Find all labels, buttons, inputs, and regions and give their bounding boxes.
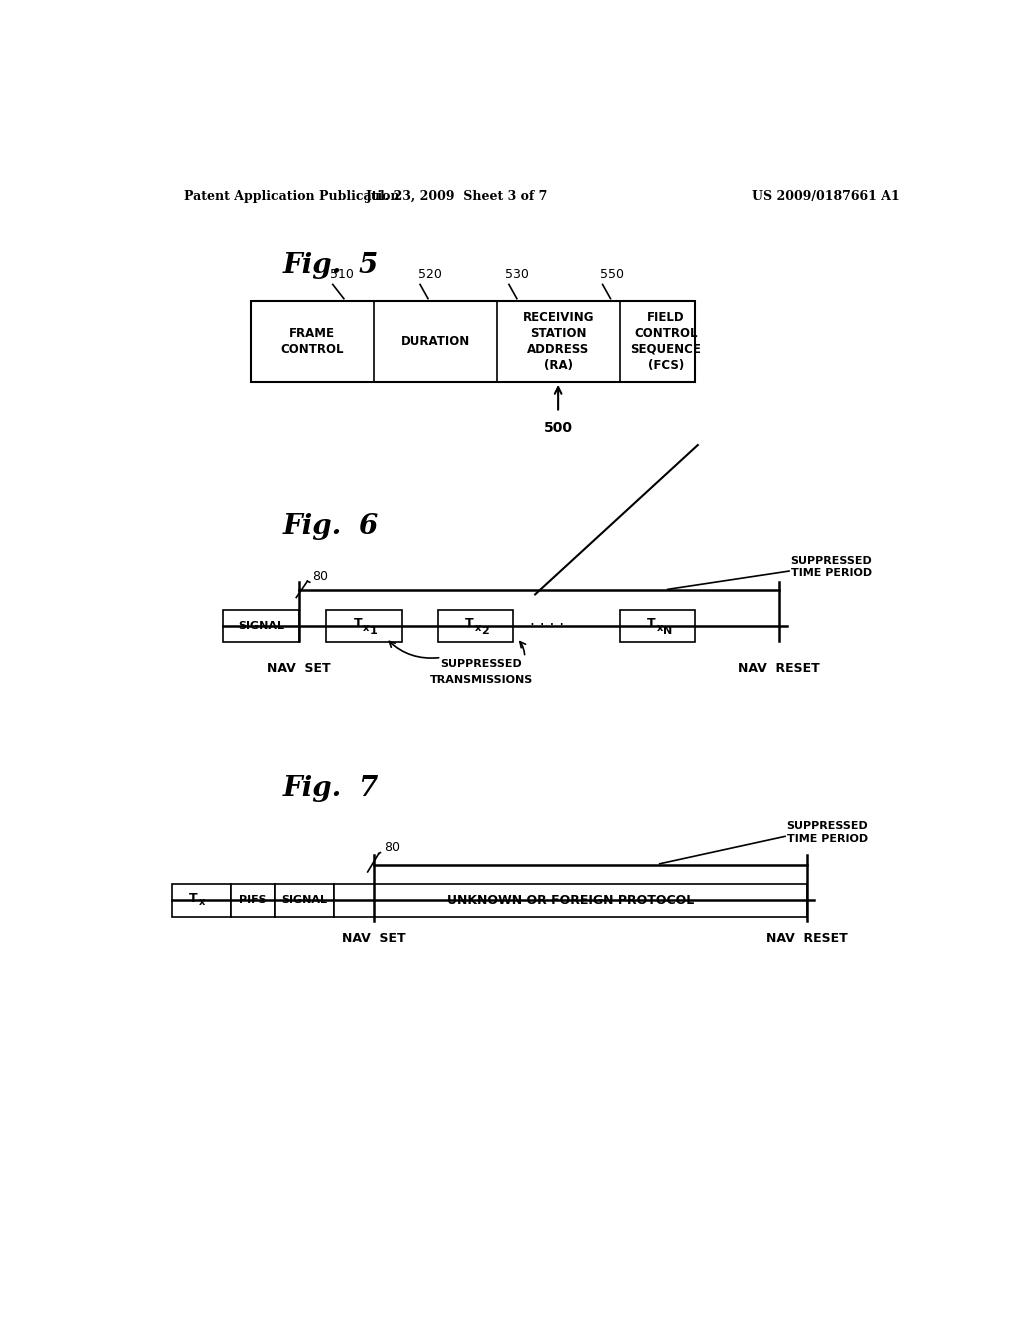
Text: 2: 2: [481, 626, 488, 636]
Text: DURATION: DURATION: [400, 335, 470, 348]
Text: SUPPRESSED: SUPPRESSED: [440, 659, 522, 668]
Text: 530: 530: [505, 268, 528, 281]
Bar: [251, 301, 695, 381]
Text: Jul. 23, 2009  Sheet 3 of 7: Jul. 23, 2009 Sheet 3 of 7: [367, 190, 549, 202]
Bar: [437, 610, 513, 643]
Text: 7: 7: [358, 775, 378, 803]
Text: T: T: [189, 892, 198, 904]
Text: SUPPRESSED: SUPPRESSED: [786, 821, 868, 832]
Text: Fig.: Fig.: [283, 775, 342, 803]
Text: x: x: [199, 898, 205, 907]
Text: T: T: [647, 618, 655, 631]
Text: SIGNAL: SIGNAL: [282, 895, 328, 906]
Text: TIME PERIOD: TIME PERIOD: [791, 568, 871, 578]
Text: RECEIVING
STATION
ADDRESS
(RA): RECEIVING STATION ADDRESS (RA): [522, 310, 594, 372]
Text: PIFS: PIFS: [240, 895, 267, 906]
Text: 500: 500: [544, 421, 572, 434]
Text: T: T: [465, 618, 473, 631]
Text: 1: 1: [370, 626, 378, 636]
Bar: [327, 610, 401, 643]
Text: SUPPRESSED: SUPPRESSED: [791, 556, 872, 566]
Bar: [172, 884, 231, 916]
Text: NAV  SET: NAV SET: [267, 663, 331, 675]
Bar: [274, 884, 334, 916]
Text: NAV  RESET: NAV RESET: [766, 932, 848, 945]
Text: Fig.: Fig.: [283, 252, 342, 279]
Text: Fig.: Fig.: [283, 513, 342, 540]
Text: NAV  RESET: NAV RESET: [738, 663, 819, 675]
Text: TIME PERIOD: TIME PERIOD: [786, 834, 867, 845]
Text: 5: 5: [358, 252, 378, 279]
Text: N: N: [663, 626, 672, 636]
Text: x: x: [364, 623, 370, 634]
Text: x: x: [657, 623, 664, 634]
Text: TRANSMISSIONS: TRANSMISSIONS: [429, 675, 532, 685]
Text: NAV  SET: NAV SET: [342, 932, 406, 945]
Bar: [620, 610, 695, 643]
Text: US 2009/0187661 A1: US 2009/0187661 A1: [753, 190, 900, 202]
Bar: [223, 610, 299, 643]
Text: x: x: [474, 623, 480, 634]
Text: · · · ·: · · · ·: [530, 619, 564, 634]
Text: FIELD
CONTROL
SEQUENCE
(FCS): FIELD CONTROL SEQUENCE (FCS): [631, 310, 701, 372]
Text: 6: 6: [358, 513, 378, 540]
Bar: [231, 884, 274, 916]
Text: 80: 80: [312, 570, 328, 582]
Text: Patent Application Publication: Patent Application Publication: [183, 190, 399, 202]
Text: UNKNOWN OR FOREIGN PROTOCOL: UNKNOWN OR FOREIGN PROTOCOL: [446, 894, 694, 907]
Text: 550: 550: [600, 268, 624, 281]
Text: FRAME
CONTROL: FRAME CONTROL: [281, 327, 344, 356]
Text: 510: 510: [331, 268, 354, 281]
Text: 520: 520: [418, 268, 441, 281]
Bar: [334, 884, 807, 916]
Text: T: T: [353, 618, 362, 631]
Text: 80: 80: [384, 841, 400, 854]
Text: SIGNAL: SIGNAL: [238, 620, 284, 631]
